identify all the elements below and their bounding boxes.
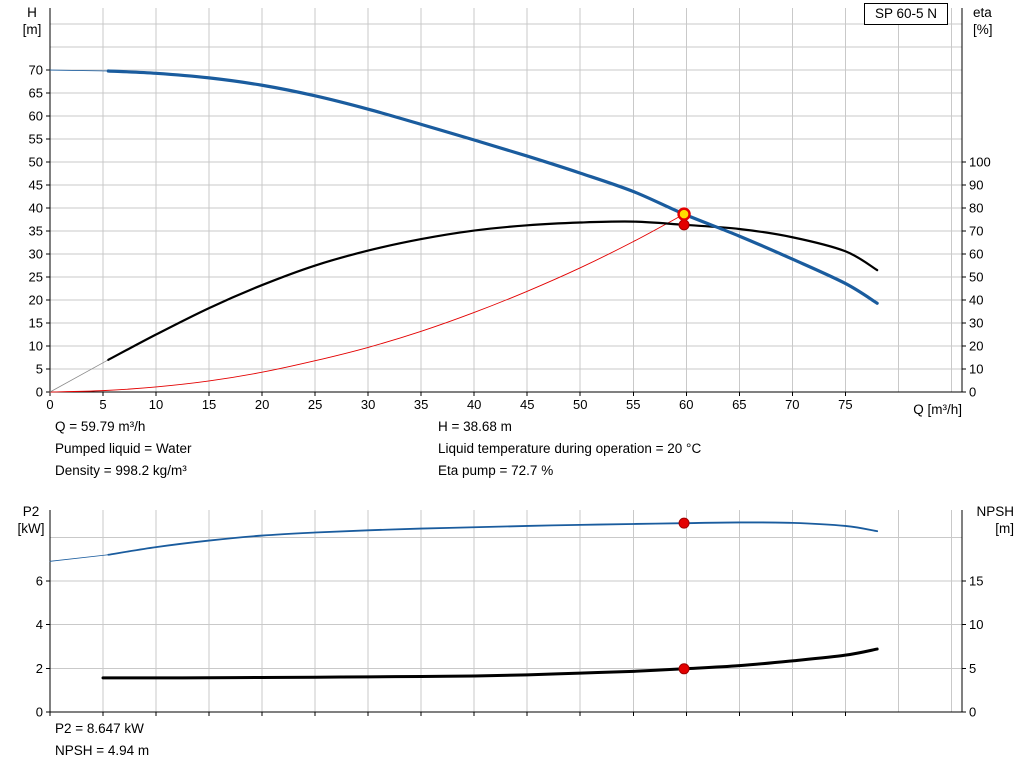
eta-axis-title: eta [%]	[973, 4, 1013, 38]
readout-pumped-liquid: Pumped liquid = Water	[55, 441, 192, 456]
q-axis-title: Q [m³/h]	[913, 402, 962, 417]
p2-lead	[49, 554, 109, 562]
eta-axis-title-line2: [%]	[973, 22, 993, 37]
svg-text:70: 70	[29, 63, 43, 78]
qh-eta-chart: 0 5 10 15 20 25 30 35 40 45 50 55 60 65 70 75 0 5 10 15 20 25…	[29, 8, 991, 412]
system-curve	[49, 213, 685, 393]
svg-text:0: 0	[46, 397, 53, 412]
svg-text:10: 10	[149, 397, 163, 412]
svg-text:30: 30	[361, 397, 375, 412]
svg-text:40: 40	[467, 397, 481, 412]
readout-npsh: NPSH = 4.94 m	[55, 743, 150, 758]
svg-text:20: 20	[255, 397, 269, 412]
h-axis-title: H [m]	[16, 4, 48, 38]
svg-text:30: 30	[969, 316, 983, 331]
svg-text:45: 45	[29, 178, 43, 193]
pump-model-box: SP 60-5 N	[864, 3, 949, 25]
readout-p2: P2 = 8.647 kW	[55, 721, 144, 736]
svg-text:15: 15	[202, 397, 216, 412]
svg-text:45: 45	[520, 397, 534, 412]
svg-text:0: 0	[969, 705, 976, 720]
svg-text:60: 60	[679, 397, 693, 412]
npsh-axis-title-line2: [m]	[995, 521, 1014, 536]
duty-point-marker	[677, 207, 691, 221]
npsh-curve	[101, 647, 879, 680]
svg-text:6: 6	[36, 573, 43, 588]
svg-text:20: 20	[969, 339, 983, 354]
svg-text:65: 65	[29, 86, 43, 101]
svg-text:2: 2	[36, 661, 43, 676]
h-axis-title-line1: H	[27, 5, 37, 20]
svg-text:10: 10	[29, 339, 43, 354]
svg-text:0: 0	[36, 705, 43, 720]
npsh-axis-title: NPSH [m]	[966, 503, 1014, 537]
readout-eta-pump: Eta pump = 72.7 %	[438, 463, 554, 478]
svg-text:35: 35	[29, 224, 43, 239]
svg-text:20: 20	[29, 293, 43, 308]
svg-text:30: 30	[29, 247, 43, 262]
p2-curve	[107, 521, 879, 556]
svg-text:25: 25	[29, 270, 43, 285]
svg-text:25: 25	[308, 397, 322, 412]
p2-npsh-chart: 0 2 4 6 0 5 10 15	[36, 510, 983, 720]
svg-text:50: 50	[969, 270, 983, 285]
svg-text:55: 55	[626, 397, 640, 412]
svg-text:5: 5	[99, 397, 106, 412]
readout-density: Density = 998.2 kg/m³	[55, 463, 187, 478]
svg-text:70: 70	[785, 397, 799, 412]
svg-text:40: 40	[969, 293, 983, 308]
svg-text:100: 100	[969, 155, 991, 170]
curve-point-marker	[678, 517, 690, 529]
svg-text:10: 10	[969, 362, 983, 377]
head-curve	[106, 69, 879, 305]
svg-text:65: 65	[732, 397, 746, 412]
svg-text:80: 80	[969, 201, 983, 216]
svg-text:90: 90	[969, 178, 983, 193]
svg-text:5: 5	[969, 661, 976, 676]
svg-text:60: 60	[969, 247, 983, 262]
svg-text:75: 75	[838, 397, 852, 412]
readout-liquid-temp: Liquid temperature during operation = 20…	[438, 441, 702, 456]
svg-text:0: 0	[969, 385, 976, 400]
readout-q: Q = 59.79 m³/h	[55, 419, 146, 434]
eta-lead	[49, 359, 109, 393]
svg-text:70: 70	[969, 224, 983, 239]
p2-axis-title-line2: [kW]	[17, 521, 45, 536]
svg-text:40: 40	[29, 201, 43, 216]
npsh-axis-title-line1: NPSH	[976, 504, 1014, 519]
p2-axis-title-line1: P2	[22, 504, 40, 519]
svg-text:50: 50	[29, 155, 43, 170]
svg-text:55: 55	[29, 132, 43, 147]
svg-text:0: 0	[36, 385, 43, 400]
curve-point-marker	[678, 219, 690, 231]
svg-text:5: 5	[36, 362, 43, 377]
svg-text:35: 35	[414, 397, 428, 412]
svg-text:15: 15	[969, 573, 983, 588]
head-lead	[49, 69, 109, 72]
eta-axis-title-line1: eta	[973, 5, 992, 20]
curve-point-marker	[678, 663, 690, 675]
readout-h: H = 38.68 m	[438, 419, 512, 434]
h-axis-title-line2: [m]	[22, 22, 42, 37]
p2-axis-title: P2 [kW]	[10, 503, 52, 537]
eta-curve	[107, 220, 879, 361]
svg-text:60: 60	[29, 109, 43, 124]
svg-text:50: 50	[573, 397, 587, 412]
svg-text:10: 10	[969, 617, 983, 632]
svg-text:15: 15	[29, 316, 43, 331]
svg-text:4: 4	[36, 617, 43, 632]
